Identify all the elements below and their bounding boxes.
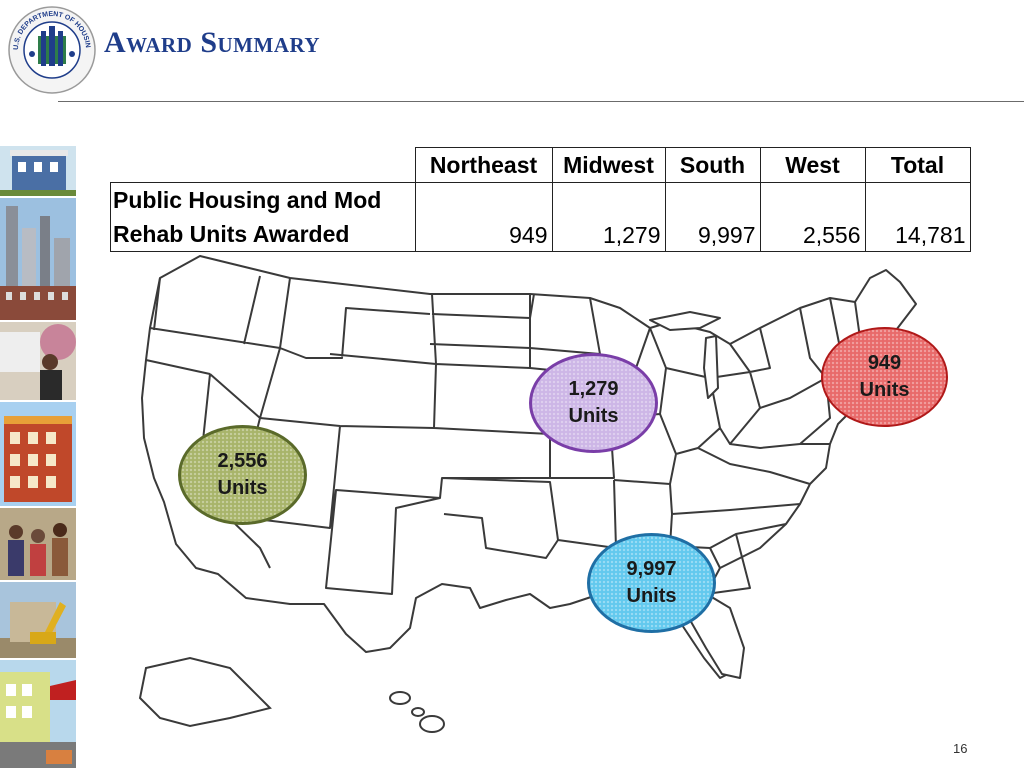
column-header-midwest: Midwest [551,147,666,183]
title-divider [58,101,1024,102]
column-header-total: Total [864,147,971,183]
photo-apartment-building [0,402,76,506]
callout-midwest-unit: Units [568,405,619,427]
callout-northeast-value: 949 [867,352,902,374]
table-corner-cell [110,147,415,183]
value-northeast: 949 [414,182,553,252]
hud-seal-logo: U.S. DEPARTMENT OF HOUSING AND URBAN DEV… [5,0,96,96]
row-label-line-2: Rehab Units Awarded [113,221,350,247]
lake-michigan [703,335,719,399]
table-row: Public Housing and Mod Rehab Units Award… [110,182,971,252]
callout-south-value: 9,997 [626,558,677,580]
column-header-west: West [759,147,866,183]
callout-midwest-value: 1,279 [568,378,619,400]
column-header-northeast: Northeast [414,147,553,183]
callout-northeast: 949 Units [821,327,948,427]
award-table: Northeast Midwest South West Total Publi… [110,147,971,252]
value-south: 9,997 [664,182,761,252]
callout-south-unit: Units [626,585,677,607]
table-header-row: Northeast Midwest South West Total [110,147,971,183]
row-label: Public Housing and Mod Rehab Units Award… [110,182,416,252]
row-label-line-1: Public Housing and Mod [113,187,382,213]
photo-strip [0,146,76,768]
value-west: 2,556 [759,182,866,252]
page-number: 16 [953,741,968,756]
photo-residents [0,322,76,400]
great-lakes [649,311,721,331]
photo-city-towers [0,198,76,320]
callout-west-unit: Units [217,477,268,499]
callout-northeast-unit: Units [859,379,910,401]
photo-townhouse [0,146,76,196]
alaska-outline [138,656,272,728]
slide-title: Award Summary [104,26,321,59]
value-midwest: 1,279 [551,182,666,252]
photo-family [0,508,76,580]
callout-west: 2,556 Units [178,425,307,525]
callout-south: 9,997 Units [587,533,716,633]
hawaii-islands [389,691,445,733]
column-header-south: South [664,147,761,183]
photo-construction [0,582,76,658]
callout-west-value: 2,556 [217,450,268,472]
value-total: 14,781 [864,182,971,252]
photo-street-storefronts [0,660,76,768]
callout-midwest: 1,279 Units [529,353,658,453]
